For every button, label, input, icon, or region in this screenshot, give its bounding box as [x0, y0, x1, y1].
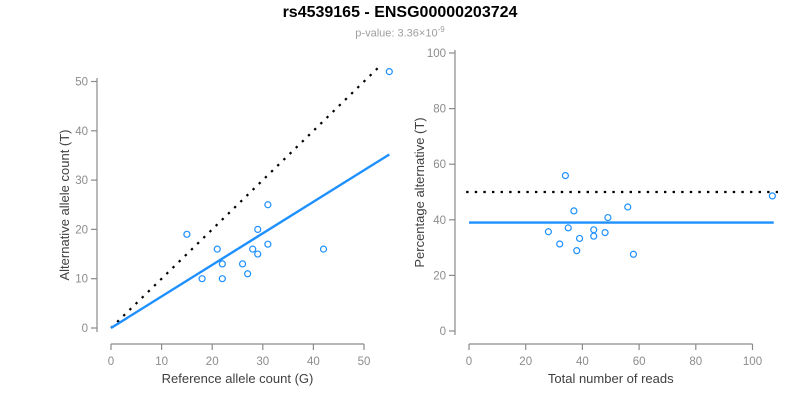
p-value-text: p-value: 3.36×10: [355, 27, 438, 40]
data-point: [319, 245, 328, 253]
x-tick-label: 0: [108, 356, 114, 368]
y-tick-label: 100: [427, 48, 446, 60]
data-point: [544, 228, 552, 236]
y-tick-label: 40: [433, 215, 446, 227]
x-tick-label: 10: [155, 356, 168, 368]
data-point: [264, 240, 272, 248]
data-point: [244, 270, 252, 278]
data-point: [385, 68, 393, 76]
y-tick-label: 30: [75, 175, 88, 187]
x-tick-label: 50: [358, 356, 371, 368]
left-plot-allele-counts: 0 10 20 30 40 50 0 10 20 30 40 50 Reference allele c…: [57, 63, 393, 386]
y-tick-label: 0: [82, 323, 88, 335]
data-point: [573, 247, 581, 255]
data-point: [590, 226, 598, 234]
y-tick-label: 0: [440, 326, 446, 338]
figure-header: rs4539165 - ENSG00000203724 p-value: 3.3…: [0, 4, 800, 41]
data-point: [218, 260, 226, 268]
x-tick-label: 80: [689, 356, 702, 368]
y-tick-label: 10: [75, 274, 88, 286]
data-point: [575, 234, 584, 243]
x-tick-label: 40: [576, 356, 589, 368]
y-tick-label: 20: [75, 224, 88, 236]
x-tick-label: 100: [743, 356, 762, 368]
data-point: [254, 225, 262, 233]
x-tick-label: 60: [633, 356, 646, 368]
data-point: [213, 245, 221, 253]
data-point: [624, 203, 632, 211]
data-point: [601, 228, 609, 237]
data-point: [254, 250, 262, 258]
p-value-exponent: -9: [437, 25, 445, 34]
y-axis-title: Percentage alternative (T): [412, 117, 427, 267]
x-axis-title: Total number of reads: [548, 371, 674, 386]
y-tick-label: 50: [75, 77, 88, 89]
data-point: [238, 260, 247, 268]
x-tick-label: 30: [256, 356, 269, 368]
data-point: [218, 275, 226, 283]
x-tick-label: 0: [466, 356, 472, 368]
data-point: [198, 275, 206, 283]
y-tick-label: 60: [433, 159, 446, 171]
data-point: [561, 171, 569, 180]
data-point: [183, 230, 191, 238]
data-point: [629, 250, 638, 258]
data-point: [249, 245, 257, 253]
data-point: [604, 213, 612, 222]
x-tick-label: 20: [206, 356, 219, 368]
data-point: [556, 240, 564, 248]
right-plot-percentage: 0 20 40 60 80 100 0 20 40 60 80 100 Total number of …: [412, 48, 779, 386]
y-axis-title: Alternative allele count (T): [57, 129, 72, 280]
x-tick-label: 40: [307, 356, 320, 368]
data-point: [590, 232, 598, 240]
y-tick-label: 20: [433, 270, 446, 282]
p-value-subtitle: p-value: 3.36×10-9: [0, 23, 800, 41]
y-tick-label: 40: [75, 126, 88, 138]
figure-title: rs4539165 - ENSG00000203724: [282, 4, 518, 21]
data-point: [564, 224, 572, 232]
reference-dotted-line: [110, 63, 383, 329]
x-axis-title: Reference allele count (G): [162, 371, 314, 386]
data-point: [570, 207, 578, 215]
fit-solid-line: [110, 153, 390, 330]
x-tick-label: 20: [519, 356, 532, 368]
y-tick-label: 80: [433, 104, 446, 116]
data-point: [768, 192, 776, 200]
data-point: [264, 201, 272, 209]
